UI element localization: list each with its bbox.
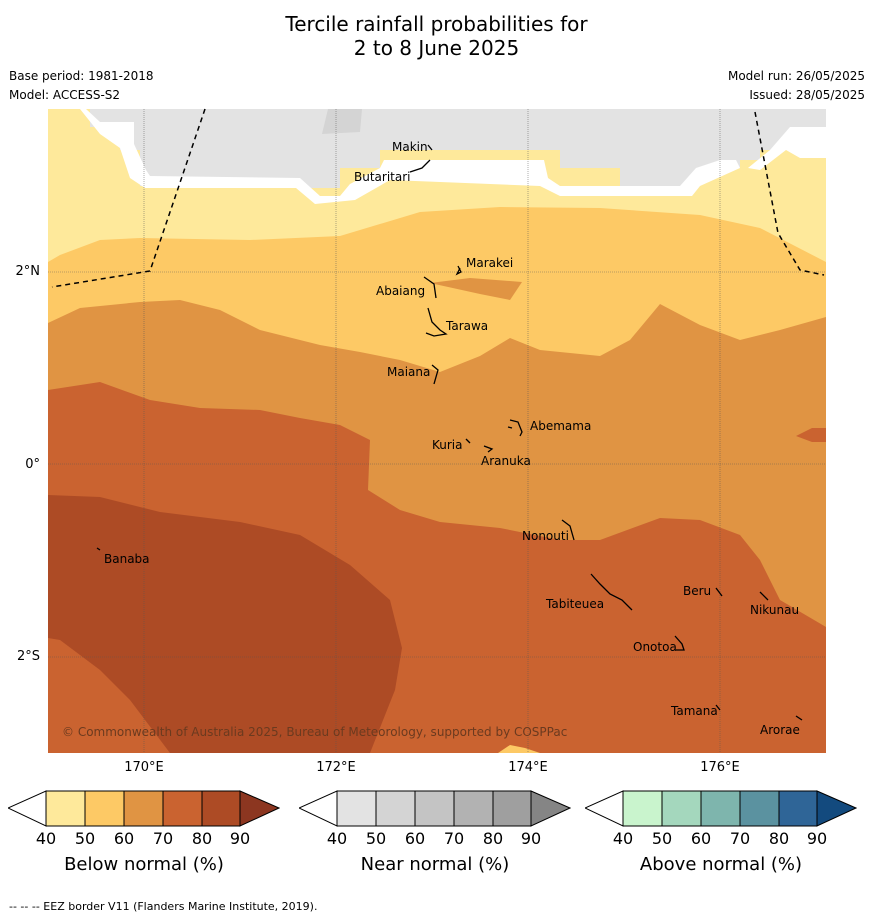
place-label: Kuria [432, 438, 463, 452]
place-label: Tamana [670, 704, 718, 718]
lat-label: 0° [25, 457, 40, 472]
cb-swatch [201, 790, 241, 827]
place-label: Abemama [530, 419, 591, 433]
lon-label: 176°E [700, 760, 740, 775]
cb-tick: 90 [806, 829, 828, 848]
place-label: Aranuka [481, 454, 531, 468]
place-label: Maiana [387, 365, 430, 379]
cb-tick: 70 [729, 829, 751, 848]
place-label: Tabiteuea [545, 597, 604, 611]
place-labels: Makin Butaritari Marakei Abaiang Tarawa … [104, 140, 800, 737]
below-normal-colorbar [8, 790, 280, 827]
band-50-60-south-patch [498, 745, 540, 753]
place-label: Butaritari [354, 170, 411, 184]
above-normal-colorbar [585, 790, 857, 827]
below-normal-label: Below normal (%) [64, 854, 224, 875]
cb-tick: 80 [768, 829, 790, 848]
cb-tick: 60 [690, 829, 712, 848]
cb-swatch [45, 790, 86, 827]
map-title: Tercile rainfall probabilities for 2 to … [0, 12, 873, 60]
cb-tick: 60 [404, 829, 426, 848]
cb-swatch [336, 790, 377, 827]
place-label: Beru [683, 584, 711, 598]
cb-swatch [414, 790, 455, 827]
lon-label: 170°E [124, 760, 164, 775]
place-label: Arorae [760, 723, 800, 737]
band-60-70-patch [430, 278, 522, 300]
cb-tick: 40 [612, 829, 634, 848]
cb-swatch [661, 790, 702, 827]
title-line-2: 2 to 8 June 2025 [353, 36, 520, 60]
eez-gap-west [80, 109, 740, 204]
cb-tick: 70 [443, 829, 465, 848]
cb-swatch [778, 790, 818, 827]
title-line-1: Tercile rainfall probabilities for [285, 12, 588, 36]
cb-swatch [622, 790, 663, 827]
cb-tick: 80 [482, 829, 504, 848]
probability-map: Makin Butaritari Marakei Abaiang Tarawa … [48, 108, 826, 753]
lat-label: 2°S [16, 649, 40, 664]
place-label: Tarawa [445, 319, 488, 333]
place-label: Banaba [104, 552, 150, 566]
cb-low-extend [8, 790, 47, 827]
cb-tick: 90 [229, 829, 251, 848]
near-normal-colorbar [299, 790, 571, 827]
model-name: Model: ACCESS-S2 [9, 88, 121, 102]
cb-high-extend [530, 790, 571, 827]
cb-low-extend [585, 790, 624, 827]
copyright-note: © Commonwealth of Australia 2025, Bureau… [62, 725, 567, 739]
cb-swatch [739, 790, 780, 827]
base-period: Base period: 1981-2018 [9, 69, 154, 83]
cb-swatch [162, 790, 203, 827]
cb-tick: 60 [113, 829, 135, 848]
cb-low-extend [299, 790, 338, 827]
near-normal-area [48, 109, 826, 188]
eez-border [51, 108, 825, 288]
cb-swatch [492, 790, 532, 827]
lat-label: 2°N [15, 264, 41, 279]
near-normal-label: Near normal (%) [360, 854, 510, 875]
cb-swatch [700, 790, 741, 827]
cb-high-extend [239, 790, 280, 827]
band-80-90 [48, 495, 402, 753]
cb-high-extend [816, 790, 857, 827]
place-label: Abaiang [376, 284, 425, 298]
place-label: Makin [392, 140, 428, 154]
cb-tick: 40 [326, 829, 348, 848]
cb-swatch [453, 790, 494, 827]
band-70-80-patch [796, 428, 826, 442]
cb-swatch [375, 790, 416, 827]
cb-tick: 90 [520, 829, 542, 848]
cb-tick: 50 [365, 829, 387, 848]
eez-footnote: -- -- -- EEZ border V11 (Flanders Marine… [9, 900, 318, 913]
atoll-outlines [96, 144, 803, 721]
near-normal-darker [322, 109, 362, 134]
cb-tick: 80 [191, 829, 213, 848]
cb-tick: 50 [651, 829, 673, 848]
issued-date: Issued: 28/05/2025 [749, 88, 865, 102]
meta-right: Model run: 26/05/2025 Issued: 28/05/2025 [728, 67, 865, 105]
cb-tick: 40 [35, 829, 57, 848]
cb-swatch [84, 790, 125, 827]
eez-gap-east [748, 127, 826, 170]
place-label: Onotoa [633, 640, 677, 654]
graticule [48, 109, 826, 753]
above-normal-label: Above normal (%) [639, 854, 803, 875]
place-label: Marakei [466, 256, 513, 270]
meta-left: Base period: 1981-2018 Model: ACCESS-S2 [9, 67, 154, 105]
place-label: Nikunau [750, 603, 799, 617]
lon-label: 174°E [508, 760, 548, 775]
cb-tick: 50 [74, 829, 96, 848]
place-label: Nonouti [522, 529, 569, 543]
cb-tick: 70 [152, 829, 174, 848]
model-run: Model run: 26/05/2025 [727, 69, 865, 83]
lon-label: 172°E [316, 760, 356, 775]
cb-swatch [123, 790, 164, 827]
